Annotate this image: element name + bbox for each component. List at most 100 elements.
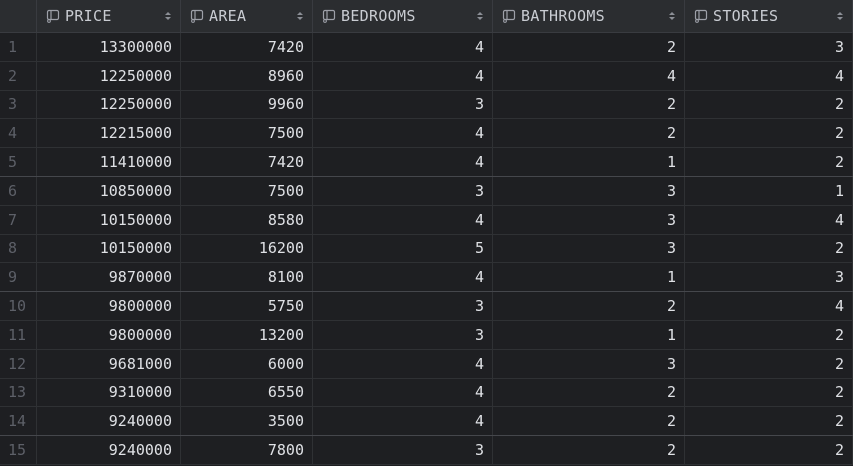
sort-icon[interactable] [476, 10, 484, 22]
cell-bedrooms[interactable]: 4 [313, 378, 493, 407]
sort-icon[interactable] [836, 10, 844, 22]
cell-bathrooms[interactable]: 2 [493, 292, 685, 320]
sort-icon[interactable] [164, 10, 172, 22]
table-row[interactable]: 7 10150000 8580 4 3 4 [0, 205, 853, 235]
column-header-bathrooms[interactable]: BATHROOMS [493, 0, 685, 32]
row-number[interactable]: 8 [0, 234, 37, 263]
cell-price[interactable]: 9310000 [37, 378, 181, 407]
row-number-header[interactable] [0, 0, 37, 32]
table-row[interactable]: 2 12250000 8960 4 4 4 [0, 61, 853, 91]
cell-bathrooms[interactable]: 1 [493, 263, 685, 292]
cell-stories[interactable]: 2 [685, 148, 853, 176]
cell-price[interactable]: 10850000 [37, 176, 181, 205]
cell-area[interactable]: 6000 [181, 349, 313, 378]
cell-area[interactable]: 7500 [181, 119, 313, 148]
cell-bathrooms[interactable]: 3 [493, 349, 685, 378]
cell-bedrooms[interactable]: 3 [313, 292, 493, 320]
cell-bathrooms[interactable]: 1 [493, 148, 685, 176]
cell-price[interactable]: 9800000 [37, 292, 181, 320]
cell-price[interactable]: 12250000 [37, 61, 181, 90]
column-header-stories[interactable]: STORIES [685, 0, 853, 32]
row-number[interactable]: 9 [0, 263, 37, 292]
cell-price[interactable]: 11410000 [37, 148, 181, 176]
cell-bathrooms[interactable]: 2 [493, 407, 685, 436]
row-number[interactable]: 13 [0, 378, 37, 407]
table-row[interactable]: 15 9240000 7800 3 2 2 [0, 436, 853, 465]
cell-bedrooms[interactable]: 4 [313, 119, 493, 148]
cell-stories[interactable]: 3 [685, 263, 853, 292]
cell-price[interactable]: 9800000 [37, 320, 181, 349]
cell-area[interactable]: 9960 [181, 90, 313, 119]
cell-price[interactable]: 9240000 [37, 436, 181, 464]
row-number[interactable]: 3 [0, 90, 37, 119]
cell-area[interactable]: 16200 [181, 234, 313, 263]
table-row[interactable]: 13 9310000 6550 4 2 2 [0, 378, 853, 408]
cell-bedrooms[interactable]: 3 [313, 90, 493, 119]
table-row[interactable]: 14 9240000 3500 4 2 2 [0, 407, 853, 437]
cell-stories[interactable]: 2 [685, 90, 853, 119]
table-row[interactable]: 12 9681000 6000 4 3 2 [0, 349, 853, 379]
cell-price[interactable]: 10150000 [37, 205, 181, 234]
cell-stories[interactable]: 2 [685, 234, 853, 263]
row-number[interactable]: 1 [0, 33, 37, 61]
row-number[interactable]: 11 [0, 320, 37, 349]
table-row[interactable]: 5 11410000 7420 4 1 2 [0, 148, 853, 177]
cell-stories[interactable]: 3 [685, 33, 853, 61]
cell-stories[interactable]: 2 [685, 349, 853, 378]
row-number[interactable]: 2 [0, 61, 37, 90]
cell-bedrooms[interactable]: 4 [313, 33, 493, 61]
cell-stories[interactable]: 4 [685, 292, 853, 320]
cell-bedrooms[interactable]: 4 [313, 148, 493, 176]
row-number[interactable]: 6 [0, 176, 37, 205]
cell-bedrooms[interactable]: 4 [313, 407, 493, 436]
cell-area[interactable]: 7500 [181, 176, 313, 205]
cell-bedrooms[interactable]: 3 [313, 320, 493, 349]
sort-icon[interactable] [296, 10, 304, 22]
cell-bathrooms[interactable]: 3 [493, 205, 685, 234]
cell-area[interactable]: 13200 [181, 320, 313, 349]
cell-area[interactable]: 6550 [181, 378, 313, 407]
cell-bathrooms[interactable]: 2 [493, 33, 685, 61]
cell-area[interactable]: 8580 [181, 205, 313, 234]
cell-stories[interactable]: 2 [685, 119, 853, 148]
cell-area[interactable]: 7420 [181, 33, 313, 61]
column-header-price[interactable]: PRICE [37, 0, 181, 32]
cell-area[interactable]: 8100 [181, 263, 313, 292]
row-number[interactable]: 4 [0, 119, 37, 148]
table-row[interactable]: 4 12215000 7500 4 2 2 [0, 119, 853, 149]
cell-stories[interactable]: 2 [685, 436, 853, 464]
row-number[interactable]: 12 [0, 349, 37, 378]
column-header-bedrooms[interactable]: BEDROOMS [313, 0, 493, 32]
cell-area[interactable]: 7800 [181, 436, 313, 464]
table-row[interactable]: 11 9800000 13200 3 1 2 [0, 320, 853, 350]
cell-stories[interactable]: 4 [685, 205, 853, 234]
row-number[interactable]: 7 [0, 205, 37, 234]
cell-bathrooms[interactable]: 4 [493, 61, 685, 90]
cell-bedrooms[interactable]: 5 [313, 234, 493, 263]
cell-bedrooms[interactable]: 4 [313, 61, 493, 90]
cell-bathrooms[interactable]: 2 [493, 436, 685, 464]
cell-area[interactable]: 3500 [181, 407, 313, 436]
cell-bathrooms[interactable]: 3 [493, 176, 685, 205]
row-number[interactable]: 10 [0, 292, 37, 320]
table-row[interactable]: 8 10150000 16200 5 3 2 [0, 234, 853, 264]
cell-stories[interactable]: 2 [685, 320, 853, 349]
cell-bedrooms[interactable]: 4 [313, 263, 493, 292]
cell-bathrooms[interactable]: 2 [493, 119, 685, 148]
cell-area[interactable]: 7420 [181, 148, 313, 176]
cell-price[interactable]: 12215000 [37, 119, 181, 148]
cell-price[interactable]: 9681000 [37, 349, 181, 378]
cell-bathrooms[interactable]: 3 [493, 234, 685, 263]
table-row[interactable]: 9 9870000 8100 4 1 3 [0, 263, 853, 293]
row-number[interactable]: 14 [0, 407, 37, 436]
cell-bedrooms[interactable]: 3 [313, 176, 493, 205]
cell-bedrooms[interactable]: 4 [313, 205, 493, 234]
cell-price[interactable]: 12250000 [37, 90, 181, 119]
cell-stories[interactable]: 2 [685, 378, 853, 407]
cell-stories[interactable]: 2 [685, 407, 853, 436]
cell-price[interactable]: 9240000 [37, 407, 181, 436]
cell-area[interactable]: 5750 [181, 292, 313, 320]
table-row[interactable]: 10 9800000 5750 3 2 4 [0, 292, 853, 321]
cell-bathrooms[interactable]: 2 [493, 90, 685, 119]
column-header-area[interactable]: AREA [181, 0, 313, 32]
